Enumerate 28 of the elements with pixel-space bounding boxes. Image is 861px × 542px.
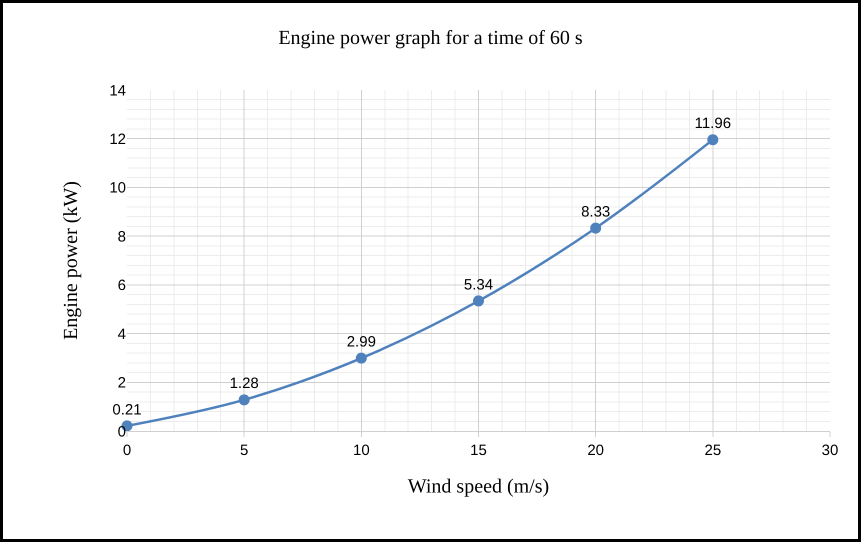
data-label: 0.21 [112,401,142,418]
y-axis-title: Engine power (kW) [60,181,82,340]
data-label: 2.99 [346,334,376,351]
x-tick-label: 15 [470,442,487,459]
data-label: 11.96 [694,115,732,132]
x-tick-label: 10 [352,442,370,459]
y-tick-label: 8 [118,228,126,246]
y-tick-label: 10 [109,180,126,197]
point [590,222,602,234]
x-axis-title: Wind speed (m/s) [408,476,550,498]
point [356,352,367,364]
point [238,394,250,406]
y-tick-label: 4 [118,326,126,343]
x-tick-label: 30 [822,442,838,459]
chart-title: Engine power graph for a time of 60 s [278,26,583,49]
x-tick-label: 5 [240,442,248,459]
y-tick-label: 12 [109,130,126,148]
data-label: 5.34 [464,276,494,294]
y-tick-label: 0 [118,423,126,440]
point [707,134,718,146]
point [473,295,484,306]
data-label: 1.28 [230,375,259,392]
data-label: 8.33 [581,203,610,220]
y-tick-label: 2 [118,374,126,392]
y-tick-label: 14 [109,82,126,100]
y-tick-label: 6 [118,277,126,294]
x-tick-label: 20 [587,442,604,459]
x-tick-label: 25 [704,442,722,459]
